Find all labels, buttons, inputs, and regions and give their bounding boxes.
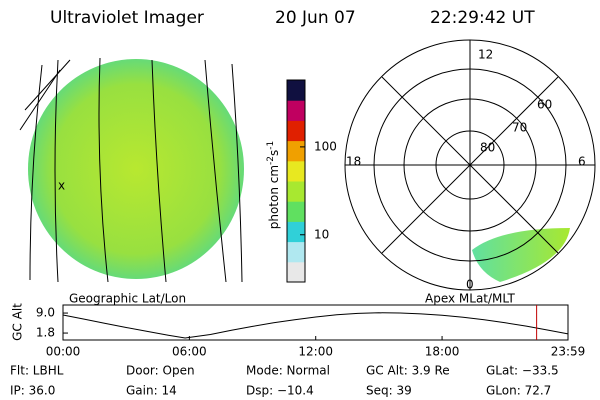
aurora [472,228,570,282]
x-tick-label: 18:00 [425,345,460,359]
status-field: Dsp: −10.4 [246,384,314,398]
mlt-label: 12 [478,48,493,62]
x-tick-label: 12:00 [298,345,333,359]
mlt-label: 6 [578,155,586,169]
status-field: IP: 36.0 [10,384,55,398]
colorbar-frame [286,79,306,283]
y-label: GC Alt [11,303,25,341]
title: Ultraviolet Imager [50,8,204,28]
color-step [287,80,305,101]
colorbar: 10 100 [286,79,337,283]
color-step [287,160,305,182]
geo-panel: x Geographic Lat/Lon [19,57,244,306]
caption: Apex MLat/MLT [425,292,515,306]
alt-line [62,312,569,339]
caption: Geographic Lat/Lon [69,292,186,306]
color-step [287,221,305,243]
status-field: Door: Open [126,364,195,378]
status-field: Flt: LBHL [10,364,64,378]
polar-plot: 12 18 6 0 60 70 80 Apex MLat/MLT [344,39,596,306]
uv-disk [28,59,244,279]
tick-label: 10 [314,227,329,241]
color-step [287,241,305,263]
mlt-label: 0 [466,278,474,292]
color-step [287,100,305,121]
alt-frame [62,304,569,341]
color-step [287,201,305,222]
lat-label: 60 [537,98,552,112]
date: 20 Jun 07 [275,8,356,28]
colorbar-label: photon cm-2s-1 [266,141,281,230]
tick-label: 100 [314,139,337,153]
x-tick-label: 00:00 [46,345,81,359]
x-tick-label: 23:59 [551,345,586,359]
status-field: Seq: 39 [366,384,412,398]
color-step [287,181,305,202]
svg-text:x: x [58,179,65,193]
status-field: Mode: Normal [246,364,330,378]
y-tick-label: 9.0 [36,306,55,320]
lat-label: 70 [512,121,527,135]
color-step [287,140,305,162]
y-tick-label: 1.8 [36,326,55,340]
color-step [287,261,305,283]
status-field: GC Alt: 3.9 Re [366,364,450,378]
time: 22:29:42 UT [430,8,535,28]
status: Flt: LBHL Door: Open Mode: Normal GC Alt: 3… [10,364,559,398]
status-field: GLon: 72.7 [486,384,551,398]
x-tick-label: 06:00 [172,345,207,359]
status-field: Gain: 14 [126,384,177,398]
status-field: GLat: −33.5 [486,364,559,378]
color-step [287,120,305,142]
mlt-label: 18 [346,155,361,169]
lat-label: 80 [480,141,495,155]
alt-plot: 9.0 1.8 00:00 06:00 12:00 18:00 23:59 [36,305,585,359]
